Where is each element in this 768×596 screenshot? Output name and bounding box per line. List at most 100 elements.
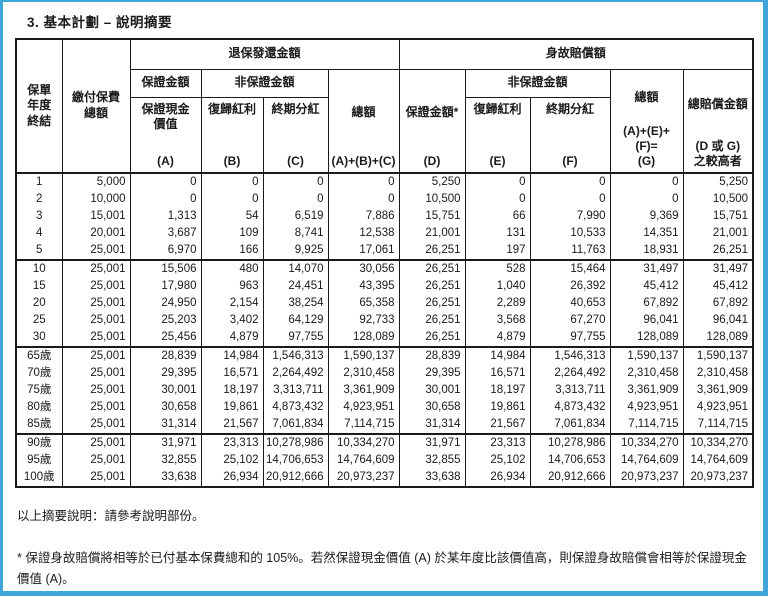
col-header-death-reversionary-bonus: 復歸紅利 (E) — [464, 96, 531, 174]
col-header-guaranteed-cash-value: 保證現金 價值 (A) — [129, 96, 202, 174]
policy-year-cell: 5 — [15, 242, 63, 260]
death-total-label: 總額 — [634, 89, 659, 104]
value-cell: 131 — [464, 225, 531, 242]
total-death-benefit-label: 總賠償金額 — [687, 97, 748, 112]
value-cell: 66 — [464, 208, 531, 225]
value-cell: 19,861 — [200, 399, 264, 416]
col-header-death-non-guaranteed: 非保證金額 — [464, 68, 611, 98]
value-cell: 7,061,834 — [529, 416, 611, 434]
col-header-surrender-non-guaranteed: 非保證金額 — [200, 68, 329, 98]
value-cell: 109 — [200, 225, 264, 242]
value-cell: 25,001 — [61, 365, 131, 382]
table-row: 75歲 25,001 30,001 18,197 3,313,711 3,361,909 3… — [15, 382, 754, 399]
value-cell: 25,001 — [61, 242, 131, 260]
value-cell: 26,251 — [398, 259, 466, 278]
value-cell: 33,638 — [398, 469, 466, 487]
policy-year-cell: 85歲 — [15, 416, 63, 434]
surrender-terminal-dividend-formula: (C) — [287, 153, 304, 168]
value-cell: 14,706,653 — [262, 452, 329, 469]
value-cell: 14,706,653 — [529, 452, 611, 469]
value-cell: 23,313 — [464, 433, 531, 452]
value-cell: 25,001 — [61, 469, 131, 487]
value-cell: 17,980 — [129, 278, 202, 295]
header-row-guaranteed-split: 保證金額 非保證金額 總額 (A)+(B)+(C) 保證金額* (D) 非保證金… — [16, 68, 754, 174]
table-row: 90歲 25,001 31,971 23,313 10,278,986 10,334,27… — [15, 433, 754, 452]
value-cell: 25,001 — [61, 416, 131, 434]
value-cell: 25,102 — [464, 452, 531, 469]
value-cell: 4,879 — [464, 329, 531, 347]
value-cell: 16,571 — [200, 365, 264, 382]
table-header: 保單 年度 終結 繳付保費 總額 退保發還金額 身故賠償額 保證金額 非保證金額… — [15, 38, 754, 174]
value-cell: 67,270 — [529, 312, 611, 329]
value-cell: 0 — [464, 191, 531, 208]
surrender-reversionary-bonus-formula: (B) — [223, 153, 241, 168]
value-cell: 14,984 — [200, 346, 264, 365]
value-cell: 5,250 — [682, 172, 754, 191]
value-cell: 25,001 — [61, 295, 131, 312]
value-cell: 10,334,270 — [327, 433, 400, 452]
value-cell: 7,114,715 — [682, 416, 754, 434]
value-cell: 26,251 — [398, 295, 466, 312]
policy-year-cell: 70歲 — [15, 365, 63, 382]
value-cell: 197 — [464, 242, 531, 260]
value-cell: 26,251 — [682, 242, 754, 260]
value-cell: 31,971 — [129, 433, 202, 452]
value-cell: 10,000 — [61, 191, 131, 208]
value-cell: 26,392 — [529, 278, 611, 295]
value-cell: 7,990 — [529, 208, 611, 225]
value-cell: 67,892 — [609, 295, 684, 312]
value-cell: 128,089 — [327, 329, 400, 347]
death-reversionary-bonus-formula: (E) — [489, 153, 506, 168]
value-cell: 3,402 — [200, 312, 264, 329]
col-header-policy-year-end: 保單 年度 終結 — [15, 38, 63, 174]
table-row: 5 25,001 6,970 166 9,925 17,061 26,251 197 11,76… — [15, 242, 754, 260]
table-row: 25 25,001 25,203 3,402 64,129 92,733 26,251 3,5… — [15, 312, 754, 329]
value-cell: 45,412 — [609, 278, 684, 295]
value-cell: 31,314 — [398, 416, 466, 434]
table-row: 1 5,000 0 0 0 0 5,250 0 0 0 5,250 — [15, 172, 754, 191]
value-cell: 15,506 — [129, 259, 202, 278]
value-cell: 21,567 — [200, 416, 264, 434]
policy-year-cell: 4 — [15, 225, 63, 242]
policy-year-cell: 2 — [15, 191, 63, 208]
value-cell: 10,500 — [398, 191, 466, 208]
col-header-surrender-reversionary-bonus: 復歸紅利 (B) — [200, 96, 264, 174]
col-header-surrender-guaranteed: 保證金額 — [129, 68, 202, 98]
policy-year-cell: 30 — [15, 329, 63, 347]
value-cell: 20,912,666 — [529, 469, 611, 487]
policy-year-cell: 15 — [15, 278, 63, 295]
policy-year-cell: 90歲 — [15, 433, 63, 452]
table-row: 30 25,001 25,456 4,879 97,755 128,089 26,251 4,… — [15, 329, 754, 347]
death-total-formula: (A)+(E)+(F)= (G) — [623, 124, 670, 169]
value-cell: 0 — [609, 172, 684, 191]
value-cell: 3,361,909 — [327, 382, 400, 399]
value-cell: 18,197 — [464, 382, 531, 399]
value-cell: 7,061,834 — [262, 416, 329, 434]
value-cell: 14,070 — [262, 259, 329, 278]
death-reversionary-bonus-label: 復歸紅利 — [473, 101, 522, 116]
value-cell: 17,061 — [327, 242, 400, 260]
value-cell: 10,334,270 — [609, 433, 684, 452]
table-row: 100歲 25,001 33,638 26,934 20,912,666 20,973,2… — [15, 469, 754, 487]
policy-year-cell: 100歲 — [15, 469, 63, 487]
value-cell: 1,546,313 — [529, 346, 611, 365]
value-cell: 6,970 — [129, 242, 202, 260]
table-row: 2 10,000 0 0 0 0 10,500 0 0 0 10,500 — [15, 191, 754, 208]
value-cell: 43,395 — [327, 278, 400, 295]
value-cell: 1,590,137 — [609, 346, 684, 365]
value-cell: 26,251 — [398, 312, 466, 329]
value-cell: 0 — [327, 172, 400, 191]
value-cell: 12,538 — [327, 225, 400, 242]
value-cell: 25,001 — [61, 278, 131, 295]
value-cell: 24,950 — [129, 295, 202, 312]
value-cell: 96,041 — [682, 312, 754, 329]
value-cell: 0 — [529, 191, 611, 208]
value-cell: 4,873,432 — [262, 399, 329, 416]
value-cell: 2,310,458 — [682, 365, 754, 382]
value-cell: 26,251 — [398, 242, 466, 260]
value-cell: 25,001 — [61, 259, 131, 278]
value-cell: 128,089 — [682, 329, 754, 347]
value-cell: 14,764,609 — [609, 452, 684, 469]
value-cell: 14,351 — [609, 225, 684, 242]
